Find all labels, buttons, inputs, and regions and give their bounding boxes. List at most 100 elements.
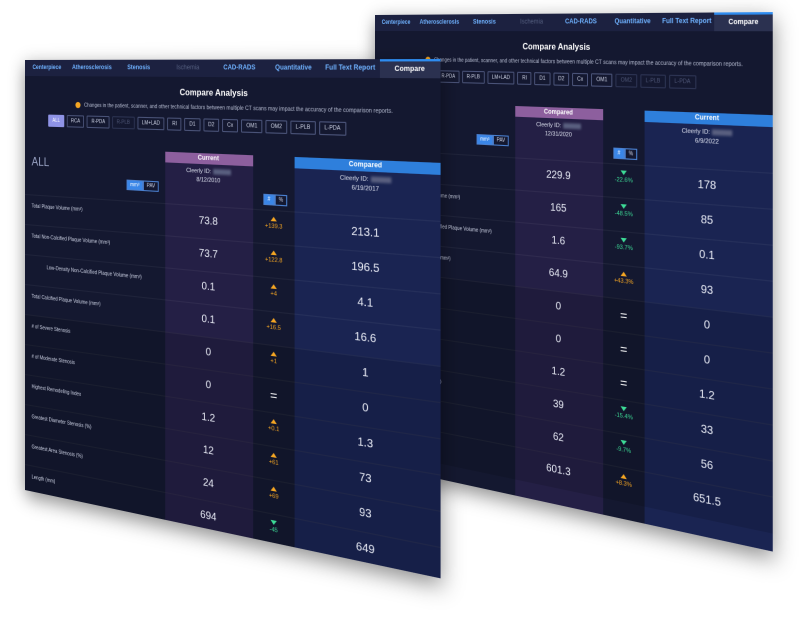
vessel-button[interactable]: R-PLB [462, 71, 485, 85]
tab[interactable]: Quantitative [275, 65, 312, 72]
page-title: Compare Analysis [179, 87, 248, 99]
tab[interactable]: Full Text Report [662, 18, 712, 26]
tab[interactable]: Atherosclerosis [72, 65, 112, 72]
vessel-button[interactable]: OM1 [591, 73, 613, 88]
vessel-button[interactable]: Cx [222, 119, 239, 133]
difference-text: +0.1 [268, 425, 280, 434]
tab[interactable]: Compare [379, 58, 441, 79]
difference: = [253, 385, 294, 407]
vessel-button[interactable]: L-PDA [668, 75, 696, 90]
up-arrow [270, 283, 277, 290]
tab[interactable]: Compare [714, 12, 773, 32]
difference-text: -93.7% [614, 243, 633, 253]
difference: +4 [253, 282, 294, 300]
tab[interactable]: Full Text Report [325, 65, 376, 73]
toggle-option[interactable]: % [274, 194, 288, 207]
vessel-button[interactable]: Cx [572, 73, 589, 87]
value: 601.3 [546, 462, 571, 480]
front-panel: Centerpiece Atherosclerosis Stenosis Ischem… [25, 58, 441, 579]
difference: +8.3% [603, 470, 644, 492]
vessel-button[interactable]: RCA [66, 115, 85, 129]
toggle-option[interactable]: PAV [142, 180, 159, 192]
vessel-button[interactable]: L-PLB [640, 74, 666, 89]
difference-text: -22.6% [614, 176, 633, 185]
difference: +139.3 [253, 215, 294, 231]
toggle-option[interactable]: # [613, 147, 625, 160]
id-label: Cleerly ID: [186, 167, 212, 176]
tab[interactable]: Centerpiece [381, 19, 411, 26]
vessel-bar: ALLRCAR-PDAR-PLBLM+LADRID1D2CxOM1OM2L-PL… [398, 69, 773, 92]
cell: +8.3% [603, 465, 644, 507]
redacted-id [563, 123, 581, 130]
difference-text: +1 [270, 358, 277, 366]
value: 1.2 [201, 411, 216, 426]
vessel-button[interactable]: RI [517, 72, 532, 86]
tab[interactable]: Centerpiece [32, 65, 62, 72]
vessel-button[interactable]: OM1 [241, 119, 263, 134]
value: 165 [550, 201, 567, 216]
value: 0 [205, 346, 212, 360]
vessel-button[interactable]: R-PDA [87, 115, 110, 129]
up-arrow [270, 418, 277, 425]
down-arrow [620, 237, 627, 243]
tab[interactable]: CAD-RADS [564, 18, 597, 26]
vessel-button[interactable]: D1 [184, 118, 201, 132]
difference: -93.7% [603, 236, 644, 253]
column-header: Current [165, 151, 254, 167]
value: 0 [703, 318, 711, 333]
unit-toggle: mm³ PAV [476, 134, 509, 147]
id-label: Cleerly ID: [339, 174, 369, 184]
difference: -22.6% [603, 169, 644, 185]
tab[interactable]: Ischemia [520, 19, 543, 26]
down-arrow [620, 170, 627, 176]
metric-label: # of Severe Stenosis [31, 323, 71, 335]
vessel-button[interactable]: R-PLB [112, 116, 135, 130]
tab[interactable]: CAD-RADS [223, 65, 256, 72]
vessel-button[interactable]: D2 [203, 118, 220, 133]
vessel-button[interactable]: D2 [553, 72, 570, 87]
redacted-id [370, 176, 392, 184]
tab[interactable]: Ischemia [176, 65, 200, 72]
value: 213.1 [351, 225, 380, 241]
difference-text: -48.5% [614, 210, 633, 219]
vessel-button[interactable]: LM+LAD [137, 117, 165, 131]
vessel-button[interactable]: D1 [534, 72, 551, 86]
toggle-option[interactable]: PAV [492, 134, 509, 147]
difference-text: +16.5 [266, 323, 281, 333]
vessel-button[interactable]: LM+LAD [487, 71, 515, 85]
difference: +61 [253, 449, 294, 470]
toggle-option[interactable]: % [624, 148, 638, 161]
vessel-button[interactable]: OM2 [615, 74, 638, 89]
toggle-option[interactable]: # [263, 193, 275, 206]
up-arrow [270, 486, 277, 492]
difference: -9.7% [603, 437, 644, 458]
vessel-button[interactable]: OM2 [265, 120, 288, 135]
vessel-button[interactable]: L-PLB [290, 120, 316, 136]
tab[interactable]: Stenosis [127, 65, 151, 72]
value: 196.5 [351, 260, 380, 276]
unit-toggle: mm³ PAV [126, 179, 159, 192]
vessel-button[interactable]: L-PDA [318, 121, 346, 137]
cell: -45 [253, 511, 294, 553]
difference-text: = [620, 340, 628, 358]
difference: +1 [253, 349, 294, 368]
metric-label: Greatest Diameter Stenosis (%) [31, 414, 92, 431]
difference-text: +61 [268, 458, 279, 468]
value: 12 [202, 443, 214, 458]
id-label: Cleerly ID: [681, 128, 711, 137]
tab[interactable]: Stenosis [473, 19, 496, 26]
tab[interactable]: Atherosclerosis [419, 19, 460, 26]
difference: +43.3% [603, 270, 644, 288]
column-header: Compared [515, 105, 604, 121]
column-header: Compared [294, 156, 441, 175]
diff-toggle: #% [613, 147, 638, 161]
difference: +69 [253, 483, 294, 504]
cell: +139.3 [253, 210, 294, 247]
toggle-option[interactable]: mm³ [476, 134, 493, 146]
vessel-button[interactable]: RI [167, 117, 182, 132]
metric-label: Total Plaque Volume (mm³) [31, 203, 83, 214]
tab[interactable]: Quantitative [614, 18, 651, 26]
toggle-option[interactable]: mm³ [126, 179, 143, 192]
vessel-button[interactable]: ALL [48, 114, 65, 128]
difference-text: +69 [268, 492, 279, 502]
